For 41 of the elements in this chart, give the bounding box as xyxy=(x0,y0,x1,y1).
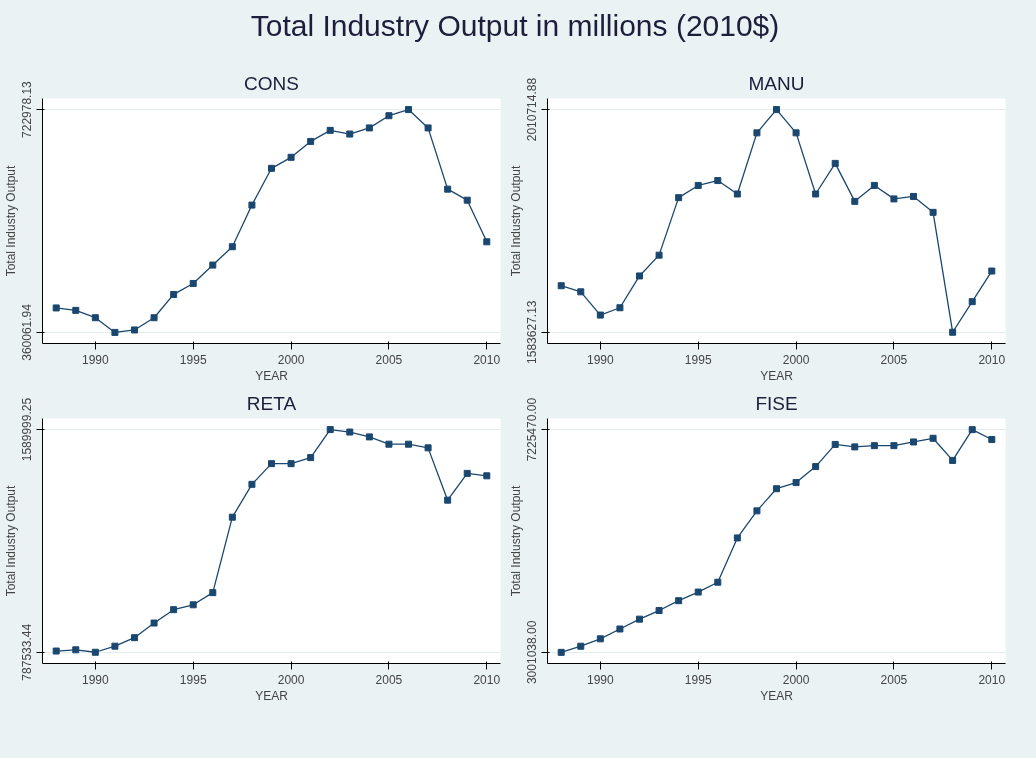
x-axis-title: YEAR xyxy=(760,688,794,703)
x-tick-label: 2000 xyxy=(782,352,810,367)
chart-title: MANU xyxy=(748,72,805,94)
y-axis-title: Total Industry Output xyxy=(508,484,523,597)
x-tick-label: 2005 xyxy=(880,352,908,367)
x-tick-label: 2010 xyxy=(978,672,1006,687)
x-axis-title: YEAR xyxy=(760,368,794,383)
text: Total Industry Output in millions (2010$) xyxy=(249,8,781,44)
x-tick-label: 1990 xyxy=(587,672,615,687)
x-tick-label: 2010 xyxy=(473,672,501,687)
chart-title: CONS xyxy=(244,72,299,94)
x-tick-label: 2000 xyxy=(782,672,810,687)
y-axis-title: Total Industry Output xyxy=(508,164,523,277)
x-tick-label: 2005 xyxy=(880,672,908,687)
x-tick-label: 2000 xyxy=(277,352,305,367)
chart-title: RETA xyxy=(246,392,297,414)
x-tick-label: 2005 xyxy=(375,352,403,367)
y-tick-label: 3001038.00 xyxy=(525,620,540,685)
chart-title: FISE xyxy=(755,392,798,414)
x-tick-label: 2010 xyxy=(473,352,501,367)
y-tick-label: 2010714.88 xyxy=(525,77,540,142)
x-tick-label: 1990 xyxy=(82,672,110,687)
y-tick-label: 787533.44 xyxy=(20,623,35,681)
x-tick-label: 1995 xyxy=(684,672,712,687)
x-axis-title: YEAR xyxy=(255,368,289,383)
x-tick-label: 1995 xyxy=(684,352,712,367)
x-tick-label: 1995 xyxy=(179,672,207,687)
x-tick-label: 2010 xyxy=(978,352,1006,367)
y-tick-label: 7225470.00 xyxy=(525,397,540,462)
y-tick-label: 360061.94 xyxy=(20,303,35,361)
y-tick-label: 722978.13 xyxy=(20,80,35,138)
y-axis-title: Total Industry Output xyxy=(3,484,18,597)
x-tick-label: 1990 xyxy=(587,352,615,367)
y-tick-label: 1583627.13 xyxy=(525,300,540,364)
x-tick-label: 2000 xyxy=(277,672,305,687)
y-tick-label: 1589999.25 xyxy=(20,397,35,462)
x-tick-label: 2005 xyxy=(375,672,403,687)
x-tick-label: 1990 xyxy=(82,352,110,367)
x-tick-label: 1995 xyxy=(179,352,207,367)
y-axis-title: Total Industry Output xyxy=(3,164,18,277)
x-axis-title: YEAR xyxy=(255,688,289,703)
